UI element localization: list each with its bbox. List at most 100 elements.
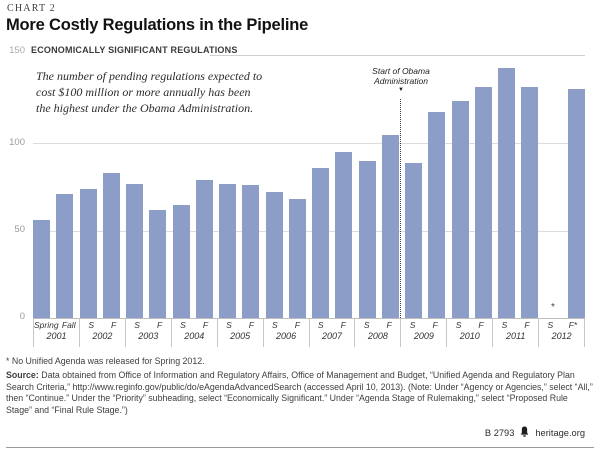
bar	[405, 162, 422, 318]
x-axis: Spring Fall 2001 S F 2002 S F 2003 S F 2004 S F 2005 S F…	[33, 318, 586, 347]
bar	[56, 194, 74, 318]
source-text: Data obtained from Office of Information…	[6, 370, 593, 415]
bar	[498, 68, 515, 318]
x-axis-season-label: S	[363, 320, 370, 330]
heritage-site-link[interactable]: heritage.org	[535, 427, 585, 438]
missing-data-marker: *	[551, 302, 555, 313]
x-axis-year-label: 2012	[551, 331, 572, 341]
down-arrow-icon: ▼	[398, 87, 404, 93]
x-axis-season-label: F	[340, 320, 346, 330]
bar	[381, 134, 399, 318]
bar	[33, 220, 50, 318]
x-axis-season-label: S	[180, 320, 186, 330]
x-axis-season-label: S	[134, 320, 140, 330]
x-axis-season-label: F*	[568, 320, 578, 330]
x-axis-year-group: S F 2002	[78, 318, 125, 347]
bar	[451, 101, 469, 318]
x-axis-year-label: 2009	[413, 331, 434, 341]
callout-line: cost $100 million or more annually has b…	[36, 85, 251, 99]
event-annotation-line: Administration	[374, 76, 428, 86]
bar	[358, 160, 376, 318]
gridline-100	[33, 143, 585, 144]
bar	[149, 209, 167, 318]
x-axis-year-group: S F* 2012	[538, 318, 586, 347]
x-axis-season-label: F	[432, 320, 438, 330]
x-axis-year-label: 2006	[276, 331, 297, 341]
bar	[79, 188, 97, 318]
x-axis-season-label: F	[248, 320, 254, 330]
x-axis-year-group: S F 2003	[124, 318, 171, 347]
bar	[126, 183, 143, 318]
event-dotted-line	[400, 99, 401, 318]
bar	[521, 87, 539, 318]
heritage-bell-logo-icon	[519, 426, 530, 439]
event-annotation-line: Start of Obama	[372, 66, 430, 76]
x-axis-year-label: 2007	[321, 331, 342, 341]
x-axis-year-label: 2002	[92, 331, 113, 341]
x-axis-year-label: 2001	[46, 331, 67, 341]
plot-area: * Start of Obama Administration ▼	[33, 56, 585, 319]
x-axis-season-label: S	[272, 320, 278, 330]
y-tick-100: 100	[9, 137, 25, 148]
gridline-50	[33, 231, 585, 232]
bar	[102, 173, 120, 318]
x-axis-year-group: S F 2007	[308, 318, 355, 347]
x-axis-year-label: 2004	[184, 331, 205, 341]
x-axis-year-label: 2008	[367, 331, 388, 341]
x-axis-season-label: F	[202, 320, 209, 330]
bar	[265, 192, 283, 318]
x-axis-year-label: 2003	[138, 331, 159, 341]
bar	[288, 199, 306, 318]
bar	[335, 152, 353, 318]
bar	[195, 180, 213, 318]
x-axis-season-label: F	[386, 320, 392, 330]
page-title: More Costly Regulations in the Pipeline	[6, 16, 309, 34]
bar	[428, 111, 446, 318]
x-axis-season-label: F	[156, 320, 163, 330]
x-axis-year-group: S F 2010	[446, 318, 492, 347]
bar-series: *	[33, 56, 585, 318]
bar	[172, 204, 190, 318]
series-label: ECONOMICALLY SIGNIFICANT REGULATIONS	[31, 45, 238, 55]
event-annotation: Start of Obama Administration	[372, 66, 430, 86]
bar	[312, 167, 329, 318]
chart-kicker: CHART 2	[7, 3, 57, 14]
bar	[474, 87, 492, 318]
bar	[242, 185, 260, 318]
doc-id: B 2793	[484, 427, 515, 438]
x-axis-year-group: S F 2008	[354, 318, 400, 347]
x-axis-season-label: F	[478, 320, 484, 330]
x-axis-season-label: Spring	[34, 320, 59, 330]
callout-line: the highest under the Obama Administrati…	[36, 101, 254, 115]
x-axis-year-label: 2010	[459, 331, 480, 341]
x-axis-year-group: S F 2004	[170, 318, 217, 347]
x-axis-season-label: Fall	[61, 320, 76, 330]
y-tick-150: 150	[9, 45, 25, 56]
x-axis-season-label: F	[524, 320, 530, 330]
x-axis-season-label: S	[88, 320, 94, 330]
x-axis-season-label: S	[455, 320, 462, 330]
x-axis-year-group: Spring Fall 2001	[33, 318, 79, 347]
bar	[219, 183, 236, 318]
x-axis-season-label: F	[294, 320, 300, 330]
x-axis-year-group: S F 2006	[262, 318, 309, 347]
footer: B 2793 heritage.org	[485, 426, 585, 439]
source-note: Source: Data obtained from Office of Inf…	[6, 370, 594, 416]
x-axis-year-label: 2011	[506, 331, 526, 341]
x-axis-year-label: 2005	[230, 331, 251, 341]
x-axis-season-label: S	[501, 320, 508, 330]
bottom-rule	[6, 447, 594, 448]
chart-callout: The number of pending regulations expect…	[36, 68, 304, 116]
x-axis-season-label: S	[409, 320, 416, 330]
header-rule	[210, 55, 585, 56]
bar	[567, 89, 585, 318]
x-axis-season-label: S	[547, 320, 554, 330]
x-axis-season-label: S	[317, 320, 324, 330]
y-tick-0: 0	[19, 311, 25, 322]
x-axis-season-label: F	[111, 320, 117, 330]
x-axis-year-group: S F 2009	[400, 318, 446, 347]
x-axis-year-group: S F 2005	[216, 318, 263, 347]
source-label: Source:	[6, 370, 39, 380]
callout-line: The number of pending regulations expect…	[36, 69, 263, 83]
